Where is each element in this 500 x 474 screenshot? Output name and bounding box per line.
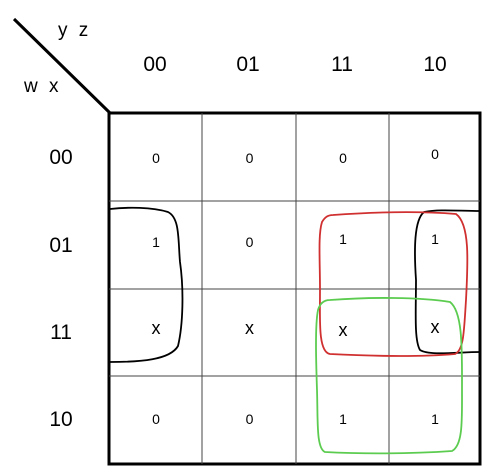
row-header-11: 11: [50, 321, 72, 344]
group-green: [315, 297, 463, 455]
cell-r3-c3: 1: [431, 410, 439, 427]
column-header-10: 10: [423, 53, 447, 76]
cell-r2-c2: x: [338, 320, 348, 340]
row-header-00: 00: [49, 146, 73, 169]
group-black-left: [109, 206, 184, 363]
cell-r3-c0: 0: [152, 410, 160, 427]
corner-diagonal: [12, 17, 112, 115]
cell-r0-c2: 0: [339, 149, 347, 166]
cell-r1-c1: 0: [245, 233, 254, 250]
column-header-00: 00: [143, 53, 167, 76]
group-red: [318, 211, 469, 357]
row-header-01: 01: [49, 234, 73, 257]
cell-r0-c0: 0: [152, 149, 160, 166]
column-variables-label: y z: [58, 20, 92, 41]
cell-r3-c2: 1: [339, 410, 347, 427]
cell-r0-c3: 0: [431, 145, 439, 162]
column-header-11: 11: [331, 53, 353, 76]
cell-r2-c1: x: [245, 318, 254, 338]
group-black-right: [414, 209, 481, 355]
cell-r3-c1: 0: [245, 410, 254, 427]
column-header-01: 01: [236, 53, 260, 76]
cell-r1-c0: 1: [152, 233, 160, 250]
cell-r2-c3: x: [430, 317, 440, 337]
cell-r2-c0: x: [151, 318, 161, 338]
cell-r1-c2: 1: [339, 230, 347, 247]
cell-r1-c3: 1: [431, 230, 439, 247]
row-variables-label: w x: [24, 76, 62, 97]
cell-r0-c1: 0: [245, 149, 254, 166]
row-header-10: 10: [49, 408, 73, 431]
